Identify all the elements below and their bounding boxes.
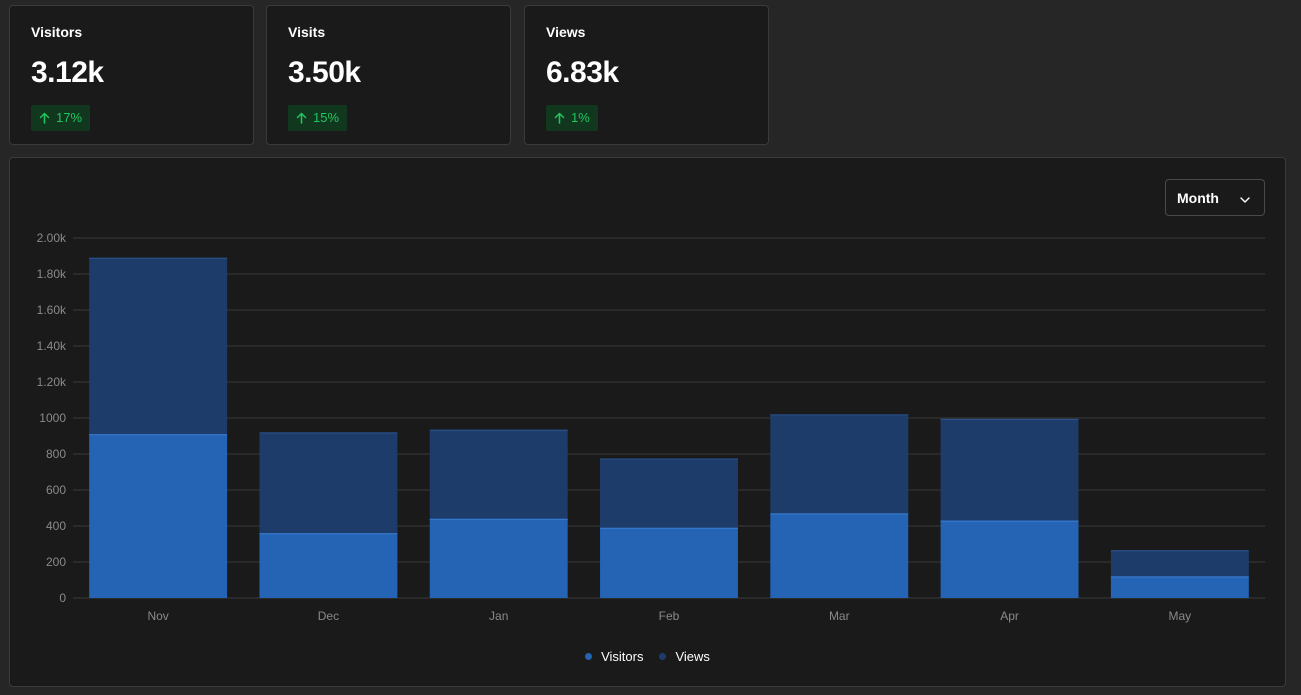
y-tick-label: 1000 [39,411,66,425]
bar-visitors [259,533,398,598]
x-tick-label: Mar [829,609,850,623]
bar-views [429,429,568,519]
bar-views [770,414,909,514]
metric-change-badge: 17% [31,105,91,131]
legend-label-views: Views [675,649,710,664]
chart-legend: Visitors Views [10,649,1285,664]
bar-visitors [429,518,568,598]
legend-item-views[interactable]: Views [659,649,710,664]
metric-change-badge: 15% [288,105,348,131]
y-tick-label: 400 [46,519,66,533]
y-tick-label: 600 [46,483,66,497]
bar-chart: 0 200 400 600 800 1000 1.20k 1.40k 1.60k 1.80k 2.0… [37,231,1265,623]
legend-dot-visitors [585,653,593,660]
metric-label: Visits [288,24,326,40]
y-tick-label: 1.60k [37,303,67,317]
metric-change-value: 17% [56,110,83,125]
metric-change-value: 15% [313,110,340,125]
y-tick-label: 1.40k [37,339,67,353]
metric-card-visits: Visits 3.50k 15% [266,5,511,145]
bar-visitors [89,434,228,598]
metric-label: Visitors [31,24,83,40]
y-tick-label: 1.20k [37,375,67,389]
metric-change-badge: 1% [546,105,598,131]
arrow-up-icon [296,112,307,124]
y-tick-label: 800 [46,447,66,461]
legend-label-visitors: Visitors [601,649,644,664]
x-tick-label: May [1169,609,1192,623]
period-select[interactable]: Month [1165,179,1265,216]
bar-views [1110,550,1249,577]
bar-visitors [1110,576,1249,598]
metric-change-value: 1% [571,110,590,125]
legend-dot-views [659,653,667,660]
arrow-up-icon [39,112,50,124]
metric-value: 6.83k [546,56,619,89]
chart-panel: Month 0 200 400 600 800 1000 1.20k 1.40k 1.60k 1.… [9,157,1286,687]
bar-views [259,432,398,534]
metric-value: 3.12k [31,56,104,89]
x-tick-label: Dec [318,609,339,623]
bar-visitors [940,520,1079,598]
y-tick-label: 2.00k [37,231,67,245]
metric-label: Views [546,24,586,40]
chevron-down-icon [1240,190,1250,206]
bar-visitors [600,527,738,598]
x-tick-label: Apr [1000,609,1019,623]
legend-item-visitors[interactable]: Visitors [585,649,643,664]
x-tick-label: Jan [489,609,508,623]
metric-card-views: Views 6.83k 1% [524,5,769,145]
y-tick-label: 1.80k [37,267,67,281]
arrow-up-icon [554,112,565,124]
x-tick-label: Feb [659,609,680,623]
bar-views [940,418,1079,521]
x-tick-label: Nov [147,609,168,623]
bar-visitors [770,513,909,598]
bar-views [89,257,228,435]
metric-card-visitors: Visitors 3.12k 17% [9,5,254,145]
period-select-value: Month [1177,189,1219,206]
metric-value: 3.50k [288,56,361,89]
y-tick-label: 0 [59,591,66,605]
y-tick-label: 200 [46,555,66,569]
bar-views [600,458,738,528]
